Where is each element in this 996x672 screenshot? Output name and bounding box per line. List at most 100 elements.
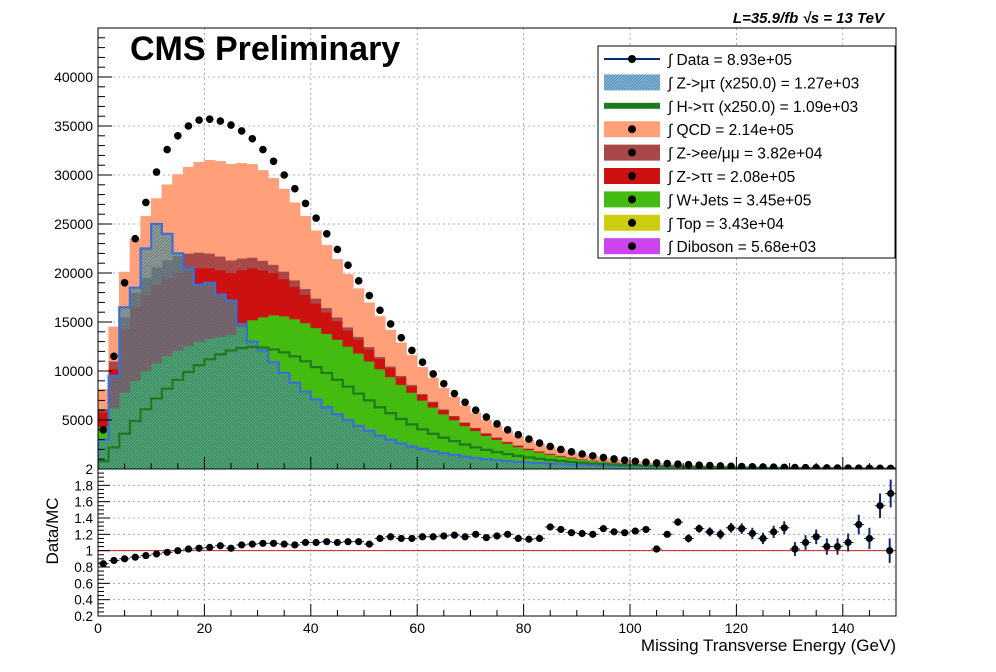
ratio-point: [599, 525, 608, 533]
ratio-point: [238, 541, 246, 549]
ratio-point: [312, 538, 320, 547]
ratio-point: [461, 533, 469, 541]
ratio-point: [621, 529, 629, 537]
x-tick-label: 20: [197, 620, 213, 636]
data-point: [791, 463, 799, 469]
data-point: [131, 234, 140, 243]
ratio-point: [770, 528, 778, 536]
data-point: [599, 453, 608, 462]
ratio-x-axis: 0 20 40 60 80 100 120 140: [94, 604, 897, 636]
data-point: [748, 462, 757, 469]
main-x-ticks: [97, 457, 897, 469]
data-point: [344, 261, 352, 269]
ratio-point: [291, 541, 299, 549]
data-point: [695, 461, 703, 469]
data-point: [322, 230, 331, 238]
ratio-point: [408, 534, 416, 543]
data-point: [376, 306, 384, 315]
data-point: [216, 117, 225, 125]
ratio-point: [653, 545, 661, 553]
main-pad: 500010000150002000025000300003500040000 …: [54, 10, 897, 470]
legend: ∫ Data = 8.93e+05 ∫ Z->μτ (x250.0) = 1.27…: [597, 45, 896, 259]
legend-label: ∫ Z->ee/μμ = 3.82e+04: [667, 146, 823, 163]
ratio-y-tick-label: 2: [85, 462, 93, 477]
ratio-point: [514, 534, 522, 543]
ratio-point: [206, 543, 214, 552]
ratio-point: [631, 527, 639, 535]
ratio-point: [886, 547, 894, 555]
data-point: [727, 462, 735, 469]
ratio-point: [174, 547, 182, 555]
data-point: [397, 333, 406, 342]
ratio-point: [152, 550, 161, 558]
legend-label: ∫ Diboson = 5.68e+03: [667, 239, 816, 256]
ratio-point: [823, 542, 831, 551]
ratio-point: [684, 534, 693, 543]
ratio-point: [865, 534, 874, 543]
cms-label: CMS Preliminary: [130, 30, 400, 68]
data-point: [801, 463, 810, 469]
ratio-y-tick-label: 0.6: [74, 576, 93, 591]
legend-swatch-marker: [628, 125, 636, 134]
ratio-point: [706, 528, 714, 536]
data-point: [876, 464, 884, 469]
data-point: [886, 464, 895, 469]
ratio-point: [376, 534, 384, 543]
ratio-point: [663, 530, 671, 538]
data-point: [354, 277, 363, 285]
data-point: [291, 184, 299, 193]
legend-entry-diboson: ∫ Diboson = 5.68e+03: [604, 238, 816, 256]
data-point: [844, 464, 852, 469]
main-y-axis: 5000 10000 15000 20000 25000 30000 35000 40000: [54, 27, 112, 470]
data-point: [142, 198, 150, 207]
ratio-point: [844, 538, 852, 547]
legend-swatch-marker: [628, 242, 636, 251]
data-point: [440, 379, 448, 388]
ratio-point: [450, 531, 459, 539]
data-point: [248, 134, 257, 143]
ratio-point: [567, 529, 576, 537]
ratio-point: [418, 533, 427, 541]
ratio-y-tick-label: 0.8: [74, 560, 93, 575]
ratio-point: [833, 542, 842, 551]
data-point: [642, 458, 650, 466]
data-point: [408, 346, 416, 355]
data-point: [493, 420, 501, 428]
data-point: [620, 456, 629, 464]
ratio-grid: [98, 468, 896, 617]
data-point: [461, 398, 469, 407]
data-point: [163, 145, 171, 154]
ratio-y-label: Data/MC: [43, 497, 62, 564]
ratio-point: [110, 556, 118, 565]
ratio-point: [546, 523, 554, 531]
ratio-point: [504, 530, 512, 538]
ratio-point: [195, 544, 203, 552]
ratio-point: [780, 524, 788, 532]
legend-swatch: [604, 74, 660, 91]
data-point: [631, 457, 640, 466]
legend-swatch-marker: [628, 148, 636, 157]
data-point: [546, 442, 554, 451]
data-point: [737, 462, 746, 469]
y-tick-label: 15000: [54, 314, 93, 330]
ratio-point: [344, 538, 352, 546]
data-point: [535, 439, 544, 447]
legend-entry-z-mutau: ∫ Z->μτ (x250.0) = 1.27e+03: [604, 74, 859, 92]
ratio-point: [365, 540, 373, 548]
ratio-point: [280, 540, 288, 548]
ratio-point: [887, 489, 895, 498]
y-tick-label: 30000: [54, 167, 93, 183]
data-point: [280, 171, 289, 179]
data-point: [482, 413, 491, 421]
legend-entry-w-jets: ∫ W+Jets = 3.45e+05: [604, 191, 811, 209]
z-mutau-fill: [98, 224, 896, 469]
data-point: [525, 435, 533, 443]
ratio-point: [429, 533, 437, 541]
ratio-point: [727, 524, 735, 532]
y-tick-label: 35000: [54, 118, 93, 134]
ratio-point: [578, 529, 586, 538]
data-points: [99, 115, 895, 469]
x-tick-label: 100: [618, 620, 642, 636]
ratio-point: [248, 540, 256, 548]
ratio-point: [397, 534, 405, 543]
